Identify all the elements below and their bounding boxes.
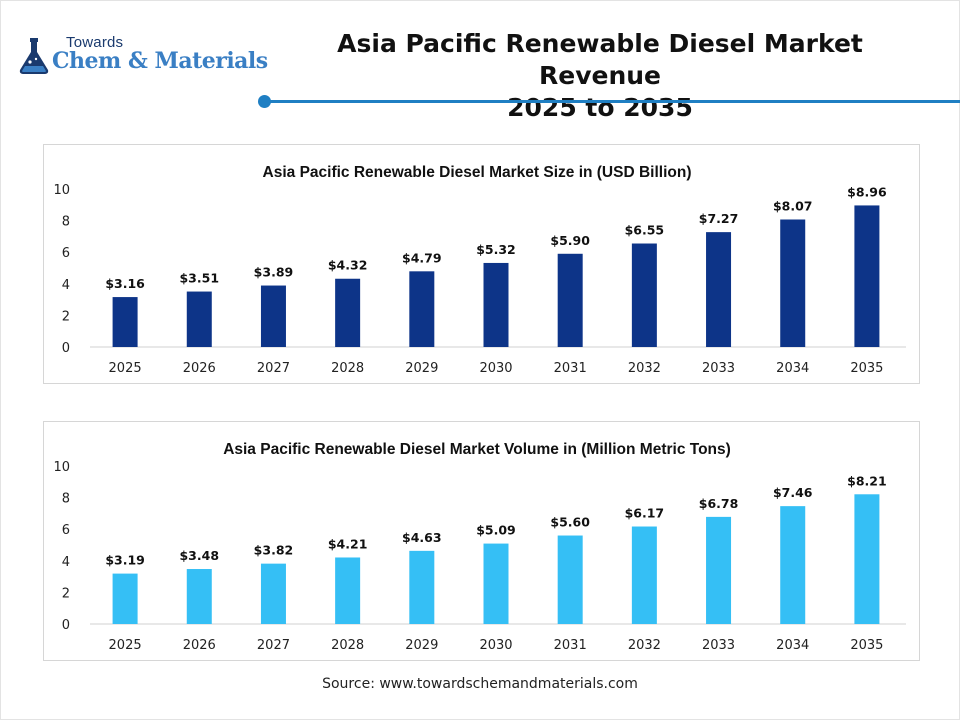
source-note: Source: www.towardschemandmaterials.com — [322, 676, 638, 692]
bar — [112, 297, 138, 347]
bar — [854, 205, 880, 347]
bar — [112, 573, 138, 624]
logo-big-text: Chem & Materials — [52, 48, 268, 74]
brand-logo: Towards Chem & Materials — [14, 34, 268, 80]
title-rule — [266, 100, 960, 103]
bar — [706, 232, 732, 347]
bar — [186, 569, 212, 624]
bar — [483, 543, 509, 624]
x-tick-label: 2030 — [479, 638, 512, 653]
title-rule-dot — [258, 95, 271, 108]
data-label: $7.46 — [773, 485, 813, 500]
bar — [854, 494, 880, 624]
data-label: $6.78 — [699, 496, 739, 511]
bar — [335, 278, 361, 347]
y-tick-label: 6 — [62, 523, 70, 538]
data-label: $8.96 — [847, 184, 887, 199]
y-tick-label: 2 — [62, 309, 70, 324]
bar — [780, 506, 806, 624]
data-label: $6.55 — [625, 223, 665, 238]
data-label: $8.21 — [847, 473, 887, 488]
data-label: $3.19 — [105, 553, 145, 568]
x-tick-label: 2025 — [109, 638, 142, 653]
bar — [557, 535, 583, 624]
x-tick-label: 2028 — [331, 361, 364, 376]
x-tick-label: 2034 — [776, 361, 809, 376]
y-tick-label: 4 — [62, 555, 70, 570]
page-title-line1: Asia Pacific Renewable Diesel Market Rev… — [337, 29, 863, 90]
x-tick-label: 2029 — [405, 361, 438, 376]
x-tick-label: 2031 — [554, 361, 587, 376]
x-tick-label: 2027 — [257, 361, 290, 376]
y-tick-label: 0 — [62, 341, 70, 356]
data-label: $3.16 — [105, 276, 145, 291]
bar — [780, 219, 806, 347]
bar — [186, 291, 212, 347]
bar — [409, 550, 435, 624]
y-tick-label: 2 — [62, 586, 70, 601]
data-label: $4.21 — [328, 536, 368, 551]
y-tick-label: 10 — [53, 460, 70, 475]
data-label: $4.79 — [402, 250, 442, 265]
data-label: $5.09 — [476, 523, 516, 538]
data-label: $4.63 — [402, 530, 442, 545]
data-label: $3.51 — [179, 271, 219, 286]
data-label: $3.82 — [254, 543, 294, 558]
x-tick-label: 2032 — [628, 638, 661, 653]
x-tick-label: 2029 — [405, 638, 438, 653]
page-title-line2: 2025 to 2035 — [507, 93, 693, 122]
page-title: Asia Pacific Renewable Diesel Market Rev… — [280, 28, 920, 124]
bar — [631, 526, 657, 624]
data-label: $3.48 — [179, 548, 219, 563]
bar — [335, 557, 361, 624]
bar — [483, 262, 509, 347]
bar — [409, 271, 435, 347]
chart-volume: Asia Pacific Renewable Diesel Market Vol… — [53, 441, 906, 653]
x-tick-label: 2033 — [702, 638, 735, 653]
data-label: $3.89 — [254, 265, 294, 280]
data-label: $8.07 — [773, 198, 813, 213]
y-tick-label: 8 — [62, 215, 70, 230]
x-tick-label: 2033 — [702, 361, 735, 376]
x-tick-label: 2031 — [554, 638, 587, 653]
x-tick-label: 2035 — [850, 638, 883, 653]
data-label: $6.17 — [625, 506, 665, 521]
y-tick-label: 6 — [62, 246, 70, 261]
bar — [260, 563, 286, 624]
y-tick-label: 10 — [53, 183, 70, 198]
data-label: $5.60 — [550, 515, 590, 530]
logo-small-text: Towards — [66, 34, 124, 51]
bar — [631, 243, 657, 347]
x-tick-label: 2030 — [479, 361, 512, 376]
flask-logo-icon — [19, 38, 49, 74]
x-tick-label: 2026 — [183, 638, 216, 653]
chart-title: Asia Pacific Renewable Diesel Market Vol… — [223, 441, 731, 458]
x-tick-label: 2026 — [183, 361, 216, 376]
x-tick-label: 2034 — [776, 638, 809, 653]
chart-size: Asia Pacific Renewable Diesel Market Siz… — [53, 164, 906, 376]
y-tick-label: 8 — [62, 492, 70, 507]
y-tick-label: 4 — [62, 278, 70, 293]
x-tick-label: 2035 — [850, 361, 883, 376]
data-label: $5.90 — [550, 233, 590, 248]
chart-panel-volume: Asia Pacific Renewable Diesel Market Vol… — [43, 421, 920, 661]
data-label: $7.27 — [699, 211, 739, 226]
x-tick-label: 2025 — [109, 361, 142, 376]
x-tick-label: 2027 — [257, 638, 290, 653]
bar — [260, 285, 286, 347]
bar — [706, 516, 732, 624]
y-tick-label: 0 — [62, 618, 70, 633]
data-label: $4.32 — [328, 258, 368, 273]
data-label: $5.32 — [476, 242, 516, 257]
bar — [557, 253, 583, 347]
chart-panel-size: Asia Pacific Renewable Diesel Market Siz… — [43, 144, 920, 384]
x-tick-label: 2032 — [628, 361, 661, 376]
x-tick-label: 2028 — [331, 638, 364, 653]
chart-title: Asia Pacific Renewable Diesel Market Siz… — [263, 164, 692, 181]
